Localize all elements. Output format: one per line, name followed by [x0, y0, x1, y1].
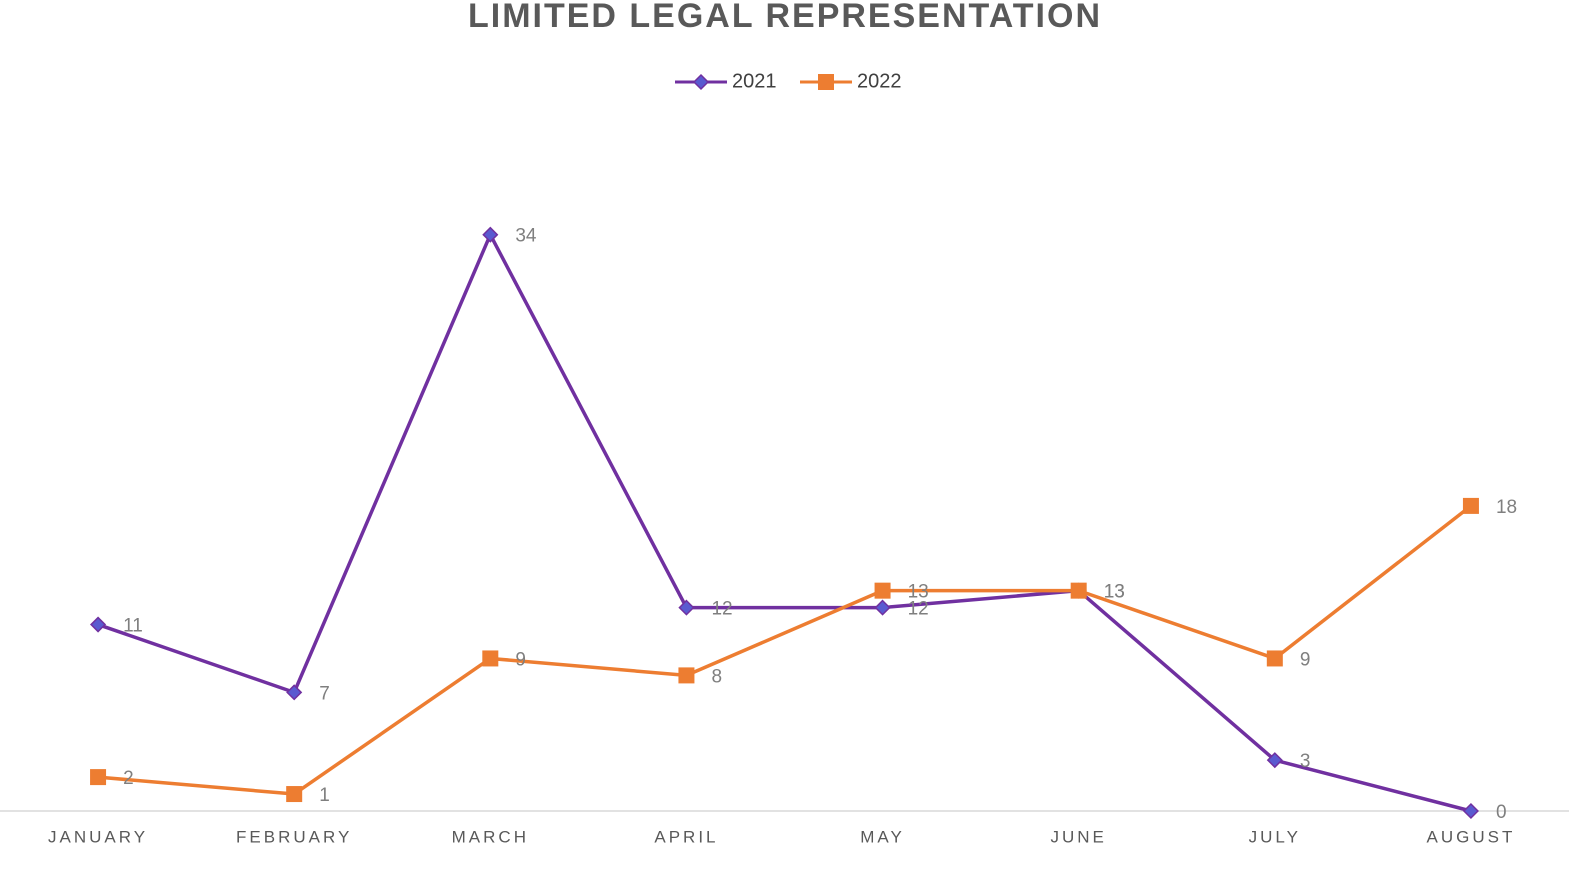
chart-title: LIMITED LEGAL REPRESENTATION — [468, 0, 1102, 35]
marker — [1462, 497, 1479, 514]
legend-marker — [692, 73, 710, 91]
data-label: 3 — [1300, 751, 1311, 772]
x-tick-label: JUNE — [1050, 827, 1106, 846]
x-tick-label: APRIL — [654, 827, 718, 846]
marker — [286, 684, 303, 701]
marker — [678, 667, 695, 684]
marker — [286, 786, 303, 803]
marker — [90, 616, 107, 633]
x-tick-label: MAY — [860, 827, 905, 846]
data-label: 0 — [1496, 802, 1507, 823]
x-tick-label: AUGUST — [1427, 827, 1516, 846]
data-label: 18 — [1496, 497, 1517, 518]
marker — [1266, 752, 1283, 769]
data-label: 34 — [515, 226, 537, 247]
data-label: 1 — [319, 785, 330, 806]
data-label: 7 — [319, 683, 330, 704]
marker — [1266, 650, 1283, 667]
x-tick-label: JANUARY — [48, 827, 148, 846]
data-label: 13 — [908, 582, 929, 603]
data-label: 9 — [515, 649, 526, 670]
marker — [1070, 582, 1087, 599]
legend-label: 2022 — [857, 70, 902, 92]
marker — [874, 582, 891, 599]
series-line — [97, 232, 1472, 813]
data-label: 13 — [1104, 582, 1125, 603]
marker — [482, 650, 499, 667]
legend-label: 2021 — [732, 70, 777, 92]
x-tick-label: MARCH — [452, 827, 529, 846]
marker — [678, 599, 695, 616]
data-label: 9 — [1300, 649, 1311, 670]
marker — [1462, 802, 1480, 820]
series-line — [97, 504, 1473, 796]
data-label: 2 — [123, 768, 134, 789]
marker — [482, 226, 499, 243]
marker — [874, 599, 891, 616]
x-tick-label: FEBRUARY — [236, 827, 352, 846]
data-label: 11 — [123, 616, 143, 637]
data-label: 8 — [711, 666, 722, 687]
x-tick-label: JULY — [1249, 827, 1301, 846]
data-label: 12 — [908, 599, 929, 620]
data-label: 13 — [1104, 582, 1125, 603]
marker — [90, 769, 107, 786]
data-label: 12 — [711, 599, 732, 620]
legend-marker — [818, 74, 834, 90]
